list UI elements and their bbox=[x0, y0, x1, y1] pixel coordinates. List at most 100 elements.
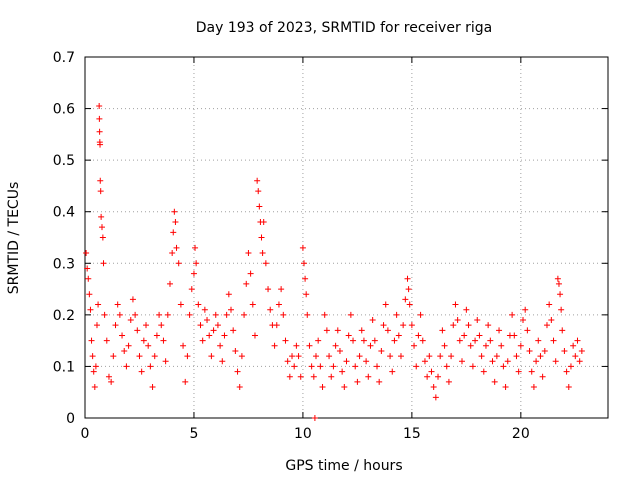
data-point bbox=[175, 260, 182, 267]
y-axis-label: SRMTID / TECUs bbox=[6, 182, 22, 295]
x-tick-label: 10 bbox=[294, 426, 312, 442]
data-point bbox=[114, 301, 121, 308]
data-point bbox=[217, 342, 224, 349]
data-point bbox=[550, 337, 557, 344]
data-point bbox=[110, 353, 117, 360]
x-tick-label: 20 bbox=[512, 426, 530, 442]
x-axis-label: GPS time / hours bbox=[285, 458, 402, 474]
data-point bbox=[97, 188, 104, 195]
data-point bbox=[164, 311, 171, 318]
data-point bbox=[311, 415, 318, 421]
data-point bbox=[496, 327, 503, 334]
data-point bbox=[258, 234, 265, 241]
data-point bbox=[330, 363, 337, 370]
data-point bbox=[491, 378, 498, 385]
data-point bbox=[201, 306, 208, 313]
data-point bbox=[249, 301, 256, 308]
data-point bbox=[223, 311, 230, 318]
data-point bbox=[570, 342, 577, 349]
data-point bbox=[96, 128, 103, 135]
data-point bbox=[578, 347, 585, 354]
data-point bbox=[97, 141, 104, 148]
data-point bbox=[489, 358, 496, 365]
plot-border bbox=[84, 56, 609, 419]
data-point bbox=[513, 353, 520, 360]
data-point bbox=[363, 358, 370, 365]
data-point bbox=[100, 260, 107, 267]
data-point bbox=[430, 384, 437, 391]
data-point bbox=[312, 353, 319, 360]
data-point bbox=[192, 244, 199, 251]
data-point bbox=[347, 311, 354, 318]
data-point bbox=[310, 373, 317, 380]
data-point bbox=[389, 368, 396, 375]
data-point bbox=[502, 384, 509, 391]
x-tick-label: 15 bbox=[403, 426, 421, 442]
data-point bbox=[188, 286, 195, 293]
data-point bbox=[171, 208, 178, 215]
data-point bbox=[302, 275, 309, 282]
data-point bbox=[435, 373, 442, 380]
data-point bbox=[286, 373, 293, 380]
data-point bbox=[530, 384, 537, 391]
data-point bbox=[539, 373, 546, 380]
data-point bbox=[186, 311, 193, 318]
data-point bbox=[87, 306, 94, 313]
data-point bbox=[280, 311, 287, 318]
data-point bbox=[236, 384, 243, 391]
data-point bbox=[421, 358, 428, 365]
data-point bbox=[400, 322, 407, 329]
data-point bbox=[243, 280, 250, 287]
data-point bbox=[99, 234, 106, 241]
y-tick-label: 0.5 bbox=[53, 153, 75, 169]
data-point bbox=[228, 306, 235, 313]
data-point bbox=[384, 327, 391, 334]
data-point bbox=[452, 301, 459, 308]
data-point bbox=[184, 353, 191, 360]
data-point bbox=[567, 363, 574, 370]
data-point bbox=[96, 102, 103, 109]
data-point bbox=[83, 249, 90, 256]
data-point bbox=[193, 260, 200, 267]
data-point bbox=[293, 342, 300, 349]
data-point bbox=[511, 332, 518, 339]
data-point bbox=[437, 353, 444, 360]
data-point bbox=[456, 337, 463, 344]
data-point bbox=[125, 342, 132, 349]
data-point bbox=[301, 260, 308, 267]
data-point bbox=[391, 337, 398, 344]
data-point bbox=[129, 296, 136, 303]
data-point bbox=[413, 363, 420, 370]
data-point bbox=[461, 332, 468, 339]
data-point bbox=[105, 373, 112, 380]
data-point bbox=[474, 317, 481, 324]
data-point bbox=[574, 337, 581, 344]
data-point bbox=[295, 353, 302, 360]
data-point bbox=[576, 358, 583, 365]
data-point bbox=[89, 353, 96, 360]
data-point bbox=[195, 301, 202, 308]
data-point bbox=[321, 311, 328, 318]
data-point bbox=[86, 291, 93, 298]
data-point bbox=[190, 270, 197, 277]
data-point bbox=[500, 363, 507, 370]
data-point bbox=[356, 353, 363, 360]
data-point bbox=[108, 378, 115, 385]
data-point bbox=[555, 280, 562, 287]
data-point bbox=[397, 353, 404, 360]
data-point bbox=[328, 373, 335, 380]
data-point bbox=[352, 363, 359, 370]
data-point bbox=[323, 327, 330, 334]
data-point bbox=[371, 337, 378, 344]
data-point bbox=[259, 249, 266, 256]
data-point bbox=[103, 337, 110, 344]
y-tick-label: 0 bbox=[66, 411, 75, 427]
y-tick-label: 0.1 bbox=[53, 359, 75, 375]
data-point bbox=[332, 342, 339, 349]
data-point bbox=[147, 363, 154, 370]
data-point bbox=[493, 353, 500, 360]
data-point bbox=[92, 363, 99, 370]
data-point bbox=[95, 301, 102, 308]
data-points bbox=[83, 102, 585, 421]
